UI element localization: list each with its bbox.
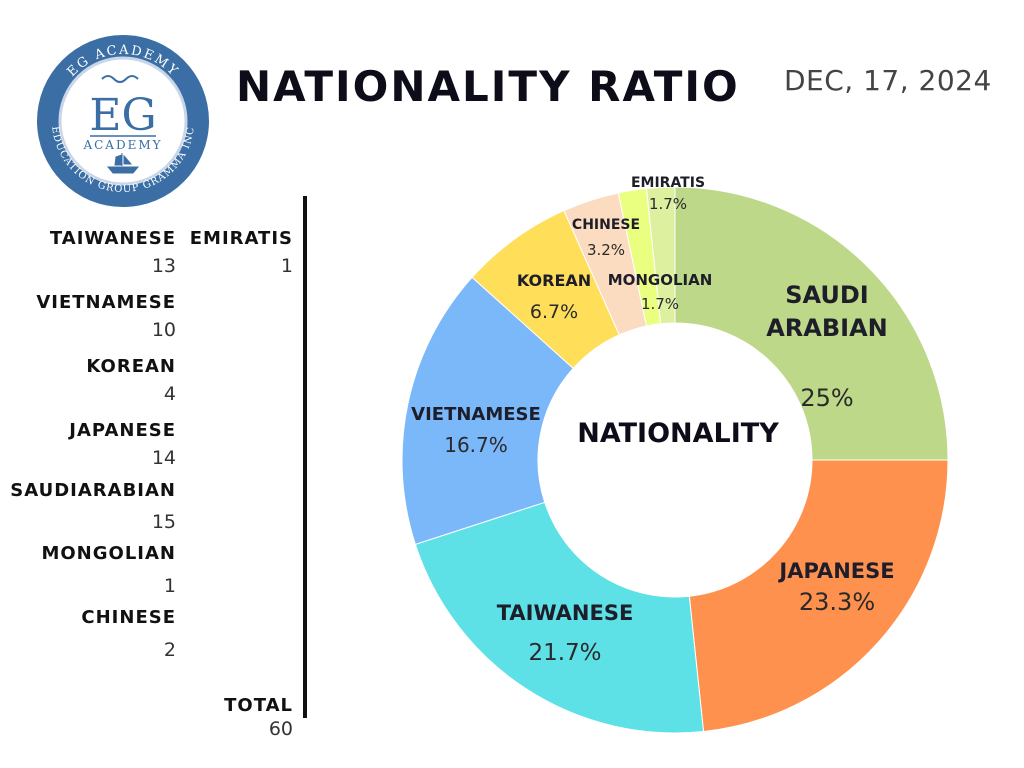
legend-name-emiratis: EMIRATIS <box>189 228 293 249</box>
legend-name-taiwanese: TAIWANESE <box>49 228 176 249</box>
ship-icon <box>106 153 140 174</box>
slice-name-label: KOREAN <box>517 271 591 290</box>
legend-name-vietnamese: VIETNAMESE <box>36 292 176 313</box>
slice-name-label: EMIRATIS <box>631 175 705 191</box>
slice-name-label: CHINESE <box>572 217 640 233</box>
slice-percent-label: 23.3% <box>799 588 875 616</box>
eg-academy-logo: EG ACADEMY EDUCATION GROUP GRAMMA INC EG… <box>37 35 209 207</box>
slice-percent-label: 21.7% <box>528 640 601 666</box>
legend-name-korean: KOREAN <box>86 356 176 377</box>
legend-divider <box>303 196 307 718</box>
legend-name-saudiarabian: SAUDIARABIAN <box>10 480 176 501</box>
slice-percent-label: 3.2% <box>587 241 625 259</box>
legend-value-emiratis: 1 <box>280 255 293 277</box>
logo-sub-text: ACADEMY <box>82 138 162 152</box>
page-title: NATIONALITY RATIO <box>236 62 740 111</box>
legend-value-taiwanese: 13 <box>151 255 176 277</box>
donut-slice-3 <box>414 501 705 734</box>
report-date: DEC, 17, 2024 <box>784 64 992 97</box>
donut-slice-8 <box>645 186 676 325</box>
slice-name-label: JAPANESE <box>777 559 894 583</box>
legend-name-mongolian: MONGOLIAN <box>41 543 176 564</box>
legend-value-mongolian: 1 <box>163 575 176 597</box>
slice-percent-label: 16.7% <box>444 433 508 457</box>
legend-value-korean: 4 <box>163 383 176 405</box>
legend-total-value: 60 <box>268 718 293 740</box>
slice-percent-label: 1.7% <box>641 295 679 313</box>
donut-slice-4 <box>401 276 574 545</box>
slice-percent-label: 6.7% <box>530 301 578 323</box>
legend-name-chinese: CHINESE <box>81 607 176 628</box>
legend-value-saudiarabian: 15 <box>151 511 176 533</box>
slice-name-label: VIETNAMESE <box>411 404 541 425</box>
slice-percent-label: 25% <box>800 384 853 412</box>
slice-name-label: ARABIAN <box>766 314 888 342</box>
slice-name-label: MONGOLIAN <box>608 271 713 289</box>
nationality-donut-chart: SAUDI ARABIAN 25% JAPANESE 23.3% TAIWANESE 21.… <box>401 175 949 734</box>
slice-name-label: TAIWANESE <box>497 601 634 625</box>
donut-slice-2 <box>688 459 949 733</box>
donut-slice-1 <box>674 186 949 461</box>
donut-labels: SAUDI ARABIAN 25% JAPANESE 23.3% TAIWANESE 21.… <box>411 175 894 666</box>
legend-name-japanese: JAPANESE <box>69 420 176 441</box>
legend-total-label: TOTAL <box>224 695 293 716</box>
slice-name-label: SAUDI <box>785 281 868 309</box>
legend-value-japanese: 14 <box>151 447 176 469</box>
logo-inner-ring <box>58 56 188 186</box>
legend-value-vietnamese: 10 <box>151 319 176 341</box>
donut-slices <box>401 186 949 734</box>
legend-value-chinese: 2 <box>163 639 176 661</box>
logo-initials: EG <box>89 90 156 141</box>
donut-center-label: NATIONALITY <box>577 418 779 449</box>
ornament-icon <box>101 75 139 83</box>
slice-percent-label: 1.7% <box>649 195 687 213</box>
